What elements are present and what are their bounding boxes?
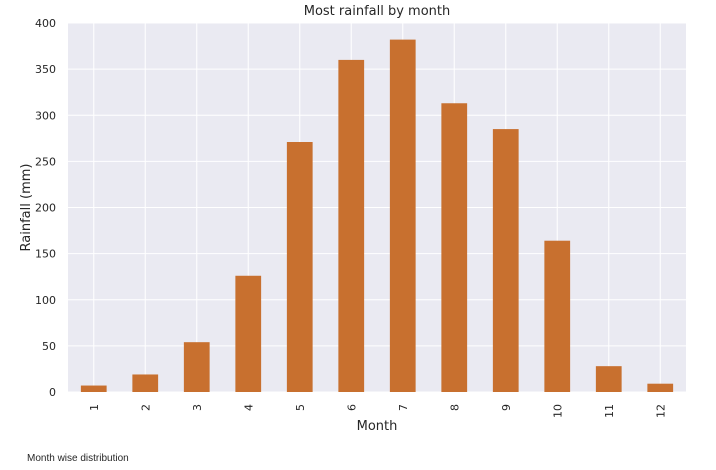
y-tick-label: 0	[49, 386, 56, 399]
bar-month-6	[338, 59, 365, 393]
x-tick-label: 6	[345, 404, 358, 411]
x-tick-label: 4	[242, 404, 255, 411]
y-tick-label: 200	[35, 202, 56, 215]
y-tick-label: 300	[35, 109, 56, 122]
x-tick-label: 5	[294, 404, 307, 411]
bar-month-7	[389, 39, 416, 392]
x-tick-label: 10	[551, 404, 564, 418]
y-tick-label: 250	[35, 155, 56, 168]
bar-month-12	[647, 383, 674, 392]
x-tick-label: 2	[139, 404, 152, 411]
bar-month-9	[492, 129, 519, 392]
chart-title: Most rainfall by month	[304, 4, 451, 19]
x-tick-labels: 1 2 3 4 5 6 7 8 9 10 11 12	[88, 404, 668, 418]
bar-month-3	[183, 342, 210, 392]
y-tick-labels: 0 50 100 150 200 250 300 350 400	[35, 17, 56, 399]
x-axis-label: Month	[357, 419, 398, 434]
bar-month-4	[235, 275, 262, 392]
x-tick-label: 8	[448, 404, 461, 411]
y-tick-label: 350	[35, 63, 56, 76]
bar-month-1	[80, 385, 107, 392]
caption: Month wise distribution	[27, 453, 129, 464]
bar-month-11	[595, 366, 622, 392]
x-tick-label: 11	[603, 404, 616, 418]
y-tick-label: 400	[35, 17, 56, 30]
x-tick-label: 3	[191, 404, 204, 411]
x-tick-label: 1	[88, 404, 101, 411]
bar-month-5	[286, 142, 313, 392]
x-tick-label: 7	[397, 404, 410, 411]
bar-month-8	[441, 103, 468, 392]
y-tick-label: 150	[35, 248, 56, 261]
bar-month-10	[544, 240, 571, 392]
x-tick-label: 12	[654, 404, 667, 418]
x-tick-label: 9	[500, 404, 513, 411]
y-tick-label: 100	[35, 294, 56, 307]
bar-month-2	[132, 374, 159, 392]
y-tick-label: 50	[42, 340, 56, 353]
y-axis-label: Rainfall (mm)	[19, 164, 34, 252]
bars	[80, 39, 674, 393]
